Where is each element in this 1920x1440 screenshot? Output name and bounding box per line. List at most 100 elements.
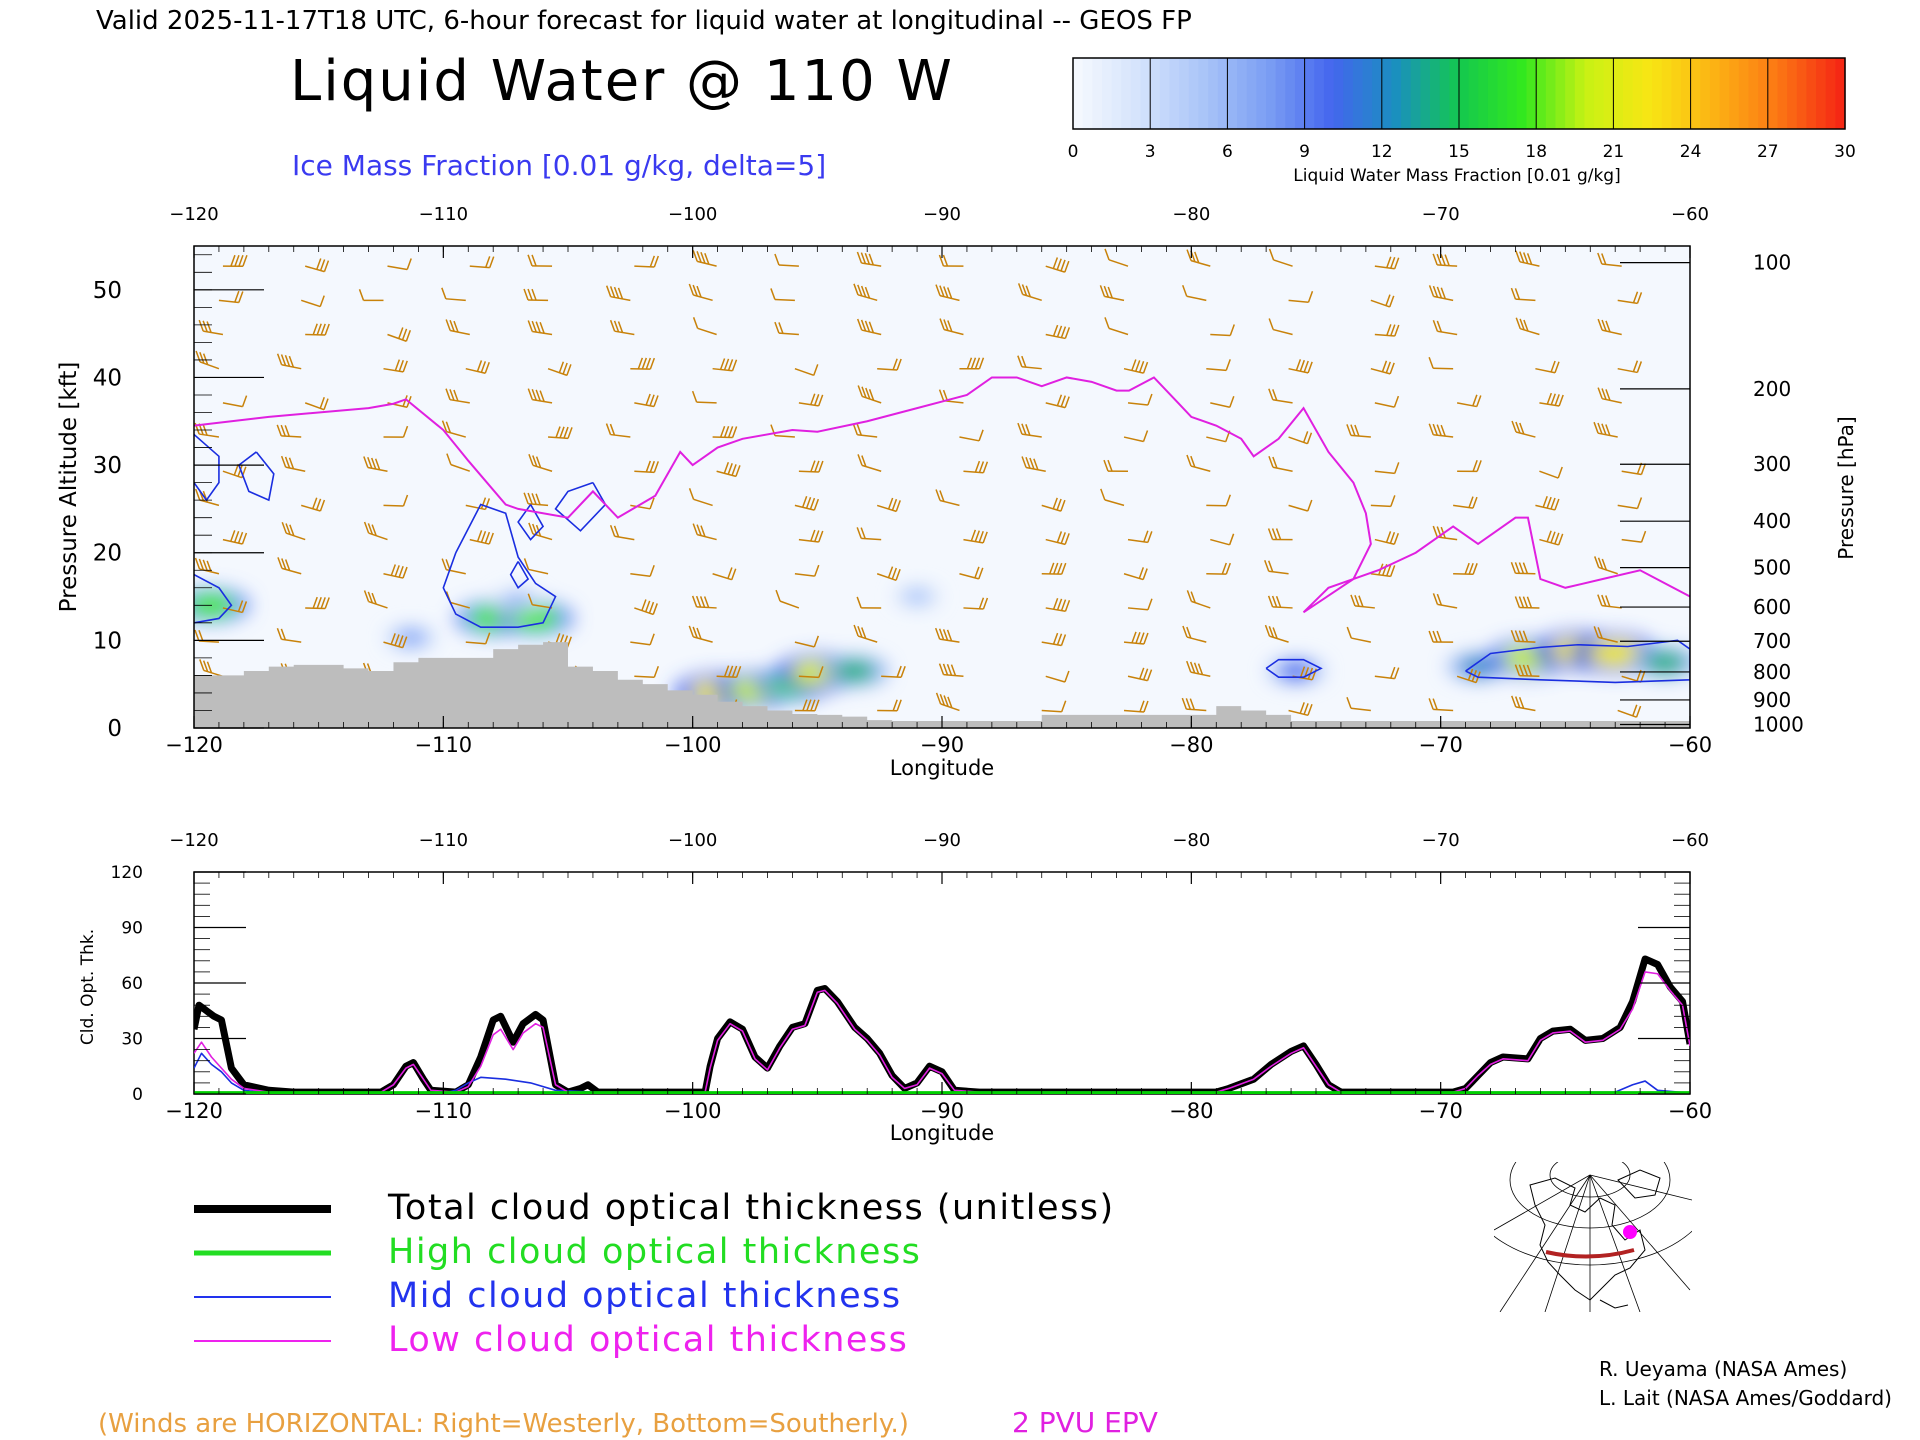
- main-pressure-tick-label: 200: [1753, 377, 1791, 401]
- colorbar-cell: [1468, 58, 1479, 129]
- colorbar-cell: [1420, 58, 1431, 129]
- wind-barb: [276, 353, 302, 370]
- wind-barb: [1099, 285, 1125, 302]
- series-line: [194, 1052, 1690, 1094]
- main-xlabel: Longitude: [890, 756, 994, 780]
- wind-barb: [1288, 499, 1313, 512]
- wind-barb: [1268, 456, 1293, 472]
- colorbar-cell: [1748, 58, 1759, 129]
- wind-barb: [1288, 702, 1313, 717]
- epv-note: 2 PVU EPV: [1012, 1406, 1158, 1439]
- colorbar-cell: [1796, 58, 1807, 129]
- colorbar-cell: [1217, 58, 1228, 129]
- wind-barb: [277, 557, 302, 575]
- colorbar-cell: [1709, 58, 1721, 129]
- colorbar-label: Liquid Water Mass Fraction [0.01 g/kg]: [1293, 166, 1620, 186]
- bottom-x-top-tick-label: −100: [668, 830, 717, 851]
- wind-barb: [688, 488, 713, 507]
- optical-thickness-frame: [193, 871, 1691, 1095]
- wind-barb: [1374, 462, 1400, 475]
- wind-barb: [300, 295, 325, 308]
- wind-barb: [547, 361, 572, 377]
- wind-barb: [712, 358, 738, 372]
- bottom-x-top-tick-label: −60: [1671, 830, 1709, 851]
- wind-barb: [963, 529, 988, 544]
- wind-barb: [305, 323, 330, 336]
- wind-barb: [527, 254, 553, 267]
- wind-barb: [1182, 285, 1207, 302]
- wind-barb: [1181, 697, 1207, 712]
- map-location-dot: [1623, 1225, 1637, 1239]
- colorbar-cell: [1092, 58, 1103, 129]
- legend: Total cloud optical thickness (unitless)…: [194, 1188, 1113, 1360]
- wind-barb: [383, 494, 409, 507]
- main-x-tick-label: −80: [1169, 733, 1213, 757]
- bottom-ylabel: Cld. Opt. Thk.: [78, 929, 98, 1045]
- main-pressure-tick-label: 600: [1753, 595, 1791, 619]
- bottom-x-top-tick-label: −110: [419, 830, 468, 851]
- wind-barb: [1346, 626, 1372, 643]
- colorbar-cell: [1545, 58, 1557, 129]
- main-pressure-tick-label: 300: [1753, 452, 1791, 476]
- wind-barb: [1186, 249, 1211, 267]
- colorbar-cell: [1613, 58, 1624, 129]
- colorbar-cell: [1661, 58, 1672, 129]
- wind-barb: [605, 285, 631, 302]
- bottom-x-top-tick-label: −80: [1172, 830, 1210, 851]
- colorbar-tick-label: 15: [1448, 142, 1470, 162]
- main-pressure-tick-label: 400: [1753, 509, 1791, 533]
- wind-barb: [688, 283, 713, 302]
- colorbar-cell: [1700, 58, 1711, 129]
- wind-barb: [445, 388, 470, 404]
- wind-barb: [305, 258, 330, 273]
- colorbar-cell: [1294, 58, 1306, 129]
- wind-barb: [856, 318, 882, 336]
- wind-barb: [1428, 630, 1454, 643]
- main-ylabel: Pressure Altitude [kft]: [56, 362, 82, 613]
- main-x-top-tick-label: −70: [1422, 204, 1460, 225]
- terrain: [194, 642, 1690, 728]
- legend-label-mid: Mid cloud optical thickness: [388, 1276, 902, 1316]
- wind-barb: [1617, 497, 1643, 510]
- ice-contour: [509, 561, 530, 590]
- wind-barb: [1041, 632, 1067, 647]
- bottom-y-tick-label: 90: [121, 919, 143, 939]
- bottom-x-top-tick-label: −120: [169, 830, 218, 851]
- wind-barb: [856, 251, 882, 267]
- wind-barb: [1123, 359, 1149, 374]
- wind-barb: [935, 692, 960, 712]
- wind-barb: [609, 524, 635, 541]
- wind-barb: [363, 521, 388, 541]
- colorbar-cell: [1642, 58, 1653, 129]
- wind-barb: [527, 388, 553, 404]
- ice-contour: [1265, 658, 1323, 678]
- colorbar-tick-label: 6: [1222, 142, 1233, 162]
- main-x-tick-label: −110: [414, 733, 472, 757]
- main-x-tick-label: −120: [165, 733, 223, 757]
- colorbar-cell: [1806, 58, 1817, 129]
- wind-barb: [1186, 454, 1211, 472]
- colorbar-cell: [1632, 58, 1643, 129]
- wind-barb: [198, 319, 224, 336]
- wind-barb: [857, 454, 882, 472]
- legend-label-low: Low cloud optical thickness: [388, 1320, 908, 1360]
- colorbar-cell: [1497, 58, 1508, 129]
- wind-barb: [194, 629, 219, 643]
- colorbar-tick-label: 0: [1068, 142, 1079, 162]
- wind-barb: [959, 566, 984, 580]
- main-y-tick-label: 30: [93, 453, 122, 479]
- wind-barb: [798, 666, 824, 679]
- colorbar: 0 3 6 9 12 15 18 21 24 27 30: [1068, 57, 1856, 162]
- colorbar-cell: [1729, 58, 1740, 129]
- main-y-tick-label: 0: [107, 716, 122, 742]
- wind-barb: [634, 599, 658, 616]
- wind-barb: [1264, 624, 1289, 643]
- colorbar-cell: [1362, 58, 1373, 129]
- wind-barb: [794, 496, 820, 511]
- wind-barb: [1594, 556, 1618, 575]
- wind-barb: [1206, 359, 1231, 372]
- wind-barb: [222, 600, 248, 614]
- wind-barb: [691, 390, 717, 404]
- wind-barb: [1021, 456, 1046, 472]
- ice-contours: [194, 433, 1690, 684]
